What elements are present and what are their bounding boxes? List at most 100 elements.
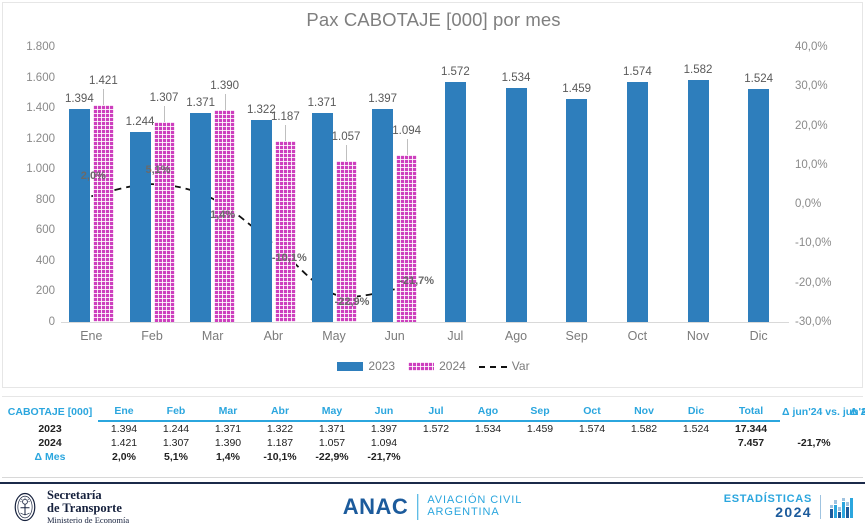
bar-2024[interactable]	[92, 104, 114, 322]
bar-2023[interactable]	[372, 108, 394, 322]
table-cell: 1.421	[110, 437, 138, 449]
table-cell: 1.524	[682, 423, 710, 435]
legend-item[interactable]: 2023	[337, 359, 395, 373]
bar-2023[interactable]	[566, 99, 588, 322]
bar-label-2024: 1.390	[210, 79, 240, 92]
table-cell-delta-acum	[848, 450, 865, 464]
chart-card: Pax CABOTAJE [000] por mes 0 200 400 600 800…	[2, 2, 863, 388]
x-axis-label: Nov	[686, 329, 710, 343]
legend-swatch-blue	[337, 361, 364, 371]
bar-2023[interactable]	[68, 109, 90, 322]
estadisticas-label: ESTADÍSTICAS	[723, 492, 812, 505]
anac-subtitle-line-1: AVIACIÓN CIVIL	[427, 494, 523, 507]
table-body: 2023 1.394 1.244 1.371 1.322 1.371 1.397 1.572 1…	[2, 421, 865, 464]
bar-2024[interactable]	[153, 122, 175, 322]
table-cell-delta-acum: -7,9%	[848, 436, 865, 450]
x-axis-label: Jun	[384, 329, 405, 343]
y-axis-right-tick: -30,0%	[795, 316, 832, 328]
bar-2023[interactable]	[129, 131, 151, 322]
x-axis-label: Oct	[627, 329, 648, 343]
legend-swatch-pink	[408, 361, 435, 371]
bar-label-2023: 1.574	[622, 65, 652, 78]
y-axis-left-tick: 0	[48, 316, 55, 328]
data-table-wrapper: CABOTAJE [000] Ene Feb Mar Abr May Jun Jul Ago Se…	[2, 404, 865, 476]
footer-secretaria-block: Secretaría de Transporte Ministerio de E…	[10, 487, 129, 526]
x-axis-label: Ene	[80, 329, 103, 343]
bar-2024[interactable]	[335, 160, 357, 322]
bar-2024[interactable]	[214, 109, 236, 322]
table-cell	[618, 436, 670, 450]
y-axis-right-tick: 0,0%	[795, 198, 822, 211]
estadisticas-year: 2024	[775, 504, 812, 521]
bar-2023[interactable]	[250, 120, 272, 322]
table-col-header-ene: Ene	[98, 404, 150, 422]
table-cell: 1.394	[110, 423, 138, 435]
table-corner-label: CABOTAJE [000]	[7, 406, 93, 418]
bar-label-2023: 1.244	[125, 115, 155, 128]
bar-2024[interactable]	[274, 140, 296, 322]
bar-2023[interactable]	[687, 80, 709, 322]
table-col-header-total: Total	[722, 404, 780, 422]
bar-2023[interactable]	[311, 112, 333, 322]
table-col-header-jul: Jul	[410, 404, 462, 422]
argentina-sun-emblem-icon	[14, 492, 36, 522]
y-axis-right-tick: 40,0%	[795, 41, 828, 53]
anac-subtitle-line-2: ARGENTINA	[427, 506, 500, 518]
table-cell-total	[722, 450, 780, 464]
table-cell: 1.244	[162, 423, 190, 435]
table-top-divider	[2, 396, 863, 397]
table-col-header-delta-acum: Δ Acum'24 vs. Acum'23	[850, 406, 865, 418]
data-label-leader-line	[406, 138, 408, 155]
table-cell: 1.397	[370, 423, 398, 435]
bar-label-2024: 1.187	[270, 110, 300, 123]
table-cell	[410, 436, 462, 450]
bar-label-2023: 1.524	[744, 73, 774, 86]
data-label-leader-line	[224, 93, 226, 110]
x-axis-label: May	[322, 329, 346, 343]
table-col-header-abr: Abr	[254, 404, 306, 422]
estadisticas-divider	[820, 494, 821, 519]
bar-label-2023: 1.534	[501, 71, 531, 84]
chart-legend: 2023 2024 Var	[3, 359, 864, 373]
y-axis-right-tick: 30,0%	[795, 80, 828, 93]
bar-2024[interactable]	[396, 154, 418, 322]
table-cell	[462, 450, 514, 464]
table-col-header-mar: Mar	[202, 404, 254, 422]
table-col-header-delta-month: Δ jun'24 vs. jun'23	[782, 406, 865, 418]
bar-label-2024: 1.057	[331, 130, 361, 143]
y-axis-left-tick: 1.400	[26, 102, 55, 115]
secretaria-line-1: Secretaría	[47, 487, 102, 502]
y-axis-left-tick: 1.000	[26, 163, 55, 176]
legend-label: 2023	[368, 359, 396, 373]
table-cell: 1.582	[630, 423, 658, 435]
table-row-label: Δ Mes	[34, 451, 66, 463]
y-axis-right-tick: -20,0%	[795, 276, 832, 289]
table-cell-delta-month	[780, 421, 848, 436]
table-col-header-dic: Dic	[670, 404, 722, 422]
page-footer: Secretaría de Transporte Ministerio de E…	[0, 482, 865, 530]
bar-2023[interactable]	[626, 81, 648, 322]
bar-2023[interactable]	[748, 89, 770, 322]
table-cell: 1.371	[214, 423, 242, 435]
table-row-label: 2024	[38, 437, 62, 449]
legend-item[interactable]: Var	[478, 359, 530, 373]
bar-label-2024: 1.094	[392, 124, 422, 137]
plot-area: 1.394 1.421 1.244 1.307 1.371 1.390 1.322 1.187…	[61, 47, 789, 322]
data-table: CABOTAJE [000] Ene Feb Mar Abr May Jun Jul Ago Se…	[2, 404, 865, 464]
table-cell: 1.057	[318, 437, 346, 449]
table-cell: 1.322	[266, 423, 294, 435]
y-axis-left-tick: 600	[35, 224, 55, 237]
var-data-label: 2,0%	[80, 170, 106, 183]
x-axis-label: Ago	[504, 329, 528, 343]
table-cell: -21,7%	[367, 451, 401, 463]
bar-2023[interactable]	[505, 87, 527, 322]
y-axis-right-tick: 20,0%	[795, 119, 828, 132]
bar-2023[interactable]	[444, 81, 466, 322]
x-axis-line	[61, 322, 789, 323]
bar-label-2023: 1.459	[562, 83, 592, 96]
legend-item[interactable]: 2024	[408, 359, 466, 373]
x-axis-labels: Ene Feb Mar Abr May Jun Jul Ago Sep Oct Nov Dic	[61, 329, 789, 349]
table-row-label: 2023	[38, 422, 62, 435]
table-col-header-feb: Feb	[150, 404, 202, 422]
bar-2023[interactable]	[190, 112, 212, 322]
